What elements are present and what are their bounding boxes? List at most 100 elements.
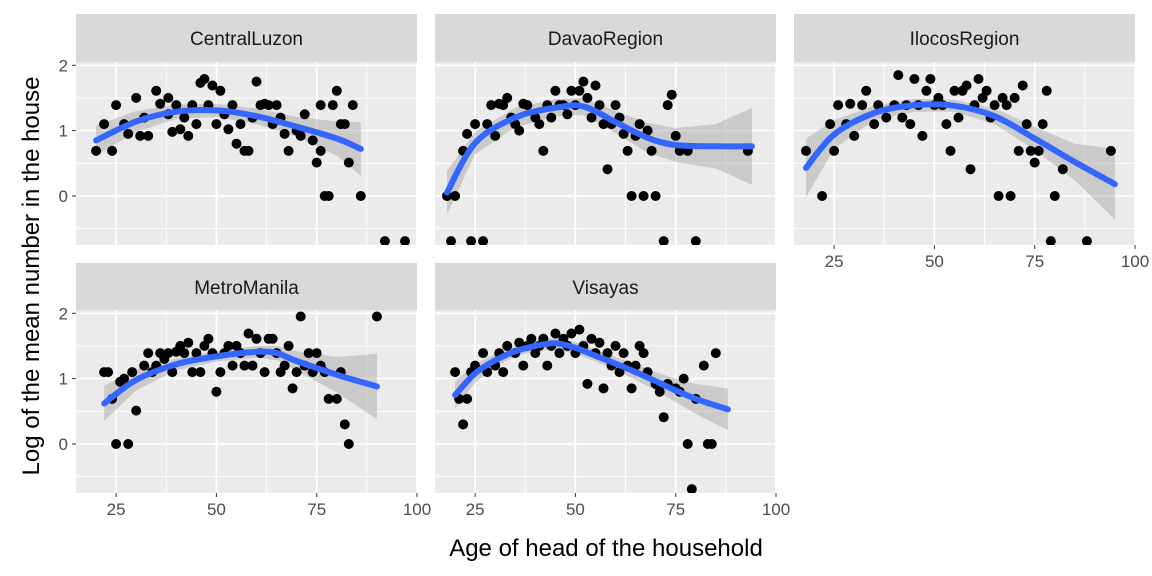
data-point — [91, 145, 102, 156]
data-point — [642, 125, 653, 136]
data-point — [845, 98, 856, 109]
data-point — [618, 348, 629, 359]
data-point — [941, 119, 952, 130]
plot-area — [442, 76, 755, 245]
data-point — [522, 100, 533, 111]
data-point — [187, 367, 198, 378]
data-point — [239, 360, 250, 371]
data-point — [179, 112, 190, 123]
data-point — [857, 100, 868, 111]
data-point — [1049, 191, 1060, 201]
data-point — [331, 85, 342, 96]
data-point — [291, 367, 302, 378]
y-tick-label: 1 — [59, 122, 68, 141]
data-point — [287, 383, 298, 394]
data-point — [478, 348, 489, 359]
data-point — [215, 367, 226, 378]
data-point — [526, 333, 537, 344]
strip-visayas — [435, 263, 776, 311]
data-point — [949, 85, 960, 96]
smooth-line — [444, 102, 755, 196]
panel-background — [435, 62, 776, 245]
data-point — [662, 100, 673, 111]
data-point — [554, 348, 565, 359]
data-point — [626, 191, 637, 201]
data-point — [175, 124, 186, 135]
strip-ilocosregion — [794, 14, 1135, 62]
data-point — [618, 128, 629, 139]
x-tick-label: 100 — [403, 500, 431, 519]
data-point — [171, 100, 182, 111]
data-point — [1029, 157, 1040, 168]
data-point — [243, 145, 254, 156]
data-point — [235, 119, 246, 130]
y-axis-title: Log of the mean number in the house — [18, 77, 45, 476]
plot-area — [99, 311, 382, 449]
data-point — [993, 191, 1004, 201]
data-point — [1001, 100, 1012, 111]
data-point — [299, 109, 310, 120]
data-point — [610, 100, 621, 111]
data-point — [594, 337, 605, 348]
plot-area — [801, 70, 1118, 245]
data-point — [634, 119, 645, 130]
data-point — [658, 412, 669, 423]
x-tick-label: 25 — [107, 500, 126, 519]
data-point — [131, 405, 142, 416]
confidence-ribbon — [96, 103, 361, 176]
data-point — [347, 100, 358, 111]
data-point — [801, 145, 811, 156]
data-point — [666, 89, 677, 100]
data-point — [897, 112, 908, 123]
data-point — [566, 328, 577, 339]
x-axis-title: Age of head of the household — [449, 535, 763, 562]
data-point — [698, 360, 709, 371]
data-point — [690, 236, 701, 245]
y-tick-label: 1 — [59, 370, 68, 389]
data-point — [610, 340, 621, 351]
x-tick-label: 75 — [1025, 252, 1044, 271]
data-point — [582, 378, 593, 389]
data-point — [323, 393, 334, 404]
data-point — [315, 100, 326, 111]
data-point — [829, 145, 840, 156]
data-point — [139, 360, 150, 371]
data-point — [191, 348, 202, 359]
data-point — [259, 367, 270, 378]
confidence-ribbon — [806, 98, 1115, 220]
data-point — [1017, 80, 1028, 91]
data-point — [143, 130, 154, 141]
data-point — [458, 419, 469, 430]
data-point — [490, 130, 501, 141]
data-point — [203, 333, 214, 344]
data-point — [127, 367, 138, 378]
data-point — [518, 360, 529, 371]
data-point — [343, 157, 354, 168]
data-point — [594, 100, 605, 111]
data-point — [953, 112, 964, 123]
facet-centralluzon: CentralLuzon 0 1 2 — [59, 14, 418, 245]
data-point — [989, 100, 1000, 111]
data-point — [279, 128, 290, 139]
data-point — [909, 74, 920, 84]
data-point — [502, 92, 513, 103]
data-point — [450, 367, 461, 378]
data-point — [466, 236, 477, 245]
data-point — [566, 85, 577, 96]
data-point — [538, 145, 549, 156]
x-tick-label: 25 — [825, 252, 844, 271]
smooth-line — [803, 101, 1118, 188]
data-point — [921, 85, 932, 96]
data-point — [155, 98, 166, 109]
data-point — [706, 439, 717, 449]
data-point — [303, 348, 314, 359]
data-point — [311, 348, 322, 359]
data-point — [111, 100, 122, 111]
data-point — [905, 119, 916, 130]
data-point — [231, 138, 242, 149]
data-point — [602, 164, 613, 175]
x-tick-label: 50 — [925, 252, 944, 271]
data-point — [179, 348, 190, 359]
data-point — [207, 80, 218, 91]
